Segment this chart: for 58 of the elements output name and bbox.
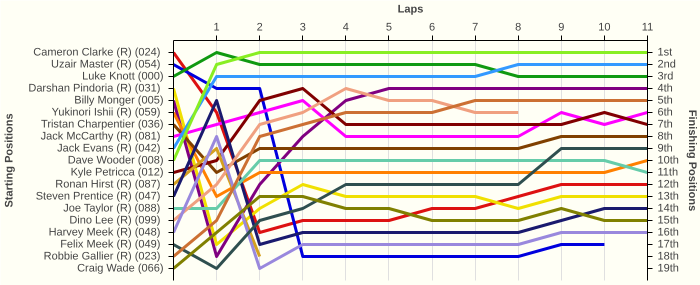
text: Tristan Charpentier (036) (41, 118, 164, 130)
y2-tick-label: 15th (658, 214, 679, 226)
text: Starting Positions (3, 113, 16, 208)
x-tick-label: 11 (642, 22, 654, 34)
text: Ronan Hirst (R) (087) (55, 178, 160, 190)
x-tick-label: 2 (256, 22, 263, 34)
text: Jack Evans (R) (042) (57, 142, 160, 154)
y2-tick-label: 12th (658, 178, 679, 190)
y2-tick-label: 6th (658, 106, 673, 118)
y2-tick-label: 3rd (658, 70, 674, 82)
y2-tick-label: 14th (658, 202, 679, 214)
line-series (174, 63, 606, 258)
y2-tick-label: 16th (658, 226, 679, 238)
text: Cameron Clarke (R) (024) (33, 46, 160, 58)
text: Uzair Master (R) (054) (51, 58, 160, 70)
y2-tick-label: 17th (658, 238, 679, 250)
text: Darshan Pindoria (R) (031) (28, 82, 160, 94)
text: Jack McCarthy (R) (081) (40, 130, 160, 142)
text: Steven Prentice (R) (047) (36, 190, 160, 202)
y2-tick-label: 1st (658, 46, 672, 58)
x-tick-label: 7 (472, 22, 478, 34)
text: Harvey Meek (R) (048) (48, 226, 160, 238)
x-tick-label: 5 (386, 22, 392, 34)
text: Luke Knott (000) (82, 70, 164, 82)
line-series (174, 99, 648, 138)
x-axis-title: Laps (398, 4, 424, 16)
text: Kyle Petricca (012) (70, 166, 164, 178)
x-tick-label: 4 (342, 22, 349, 34)
y2-tick-label: 5th (658, 94, 673, 106)
line-series (174, 87, 520, 222)
x-tick-label: 3 (300, 22, 306, 34)
y2-tick-label: 7th (658, 118, 673, 130)
text: Robbie Gallier (R) (023) (44, 250, 160, 262)
y2-tick-label: 10th (658, 154, 679, 166)
y2-tick-label: 2nd (658, 58, 676, 70)
text: Dave Wooder (008) (68, 154, 164, 166)
line-series (174, 87, 648, 174)
text: Dino Lee (R) (099) (69, 214, 160, 226)
y2-tick-label: 4th (658, 82, 673, 94)
y2-tick-label: 8th (658, 130, 673, 142)
x-tick-label: 6 (428, 22, 436, 34)
text: Craig Wade (066) (77, 262, 164, 274)
y2-tick-label: 11th (658, 166, 678, 178)
text: Joe Taylor (R) (088) (63, 202, 160, 214)
line-series (174, 123, 648, 174)
x-tick-label: 1 (214, 22, 220, 34)
text: Billy Monger (005) (74, 94, 164, 106)
line-series (174, 195, 648, 270)
y2-tick-label: 9th (658, 142, 673, 154)
y2-tick-label: 13th (658, 190, 679, 202)
text: Yukinori Ishii (R) (059) (52, 106, 160, 118)
text: Felix Meek (R) (049) (60, 238, 160, 250)
x-tick-label: 10 (598, 22, 611, 34)
y2-axis-title: Finishing Positions (686, 110, 698, 212)
y2-tick-label: 19th (658, 262, 679, 274)
x-tick-label: 9 (558, 22, 564, 34)
y2-tick-label: 18th (658, 250, 679, 262)
x-tick-label: 8 (515, 22, 522, 34)
